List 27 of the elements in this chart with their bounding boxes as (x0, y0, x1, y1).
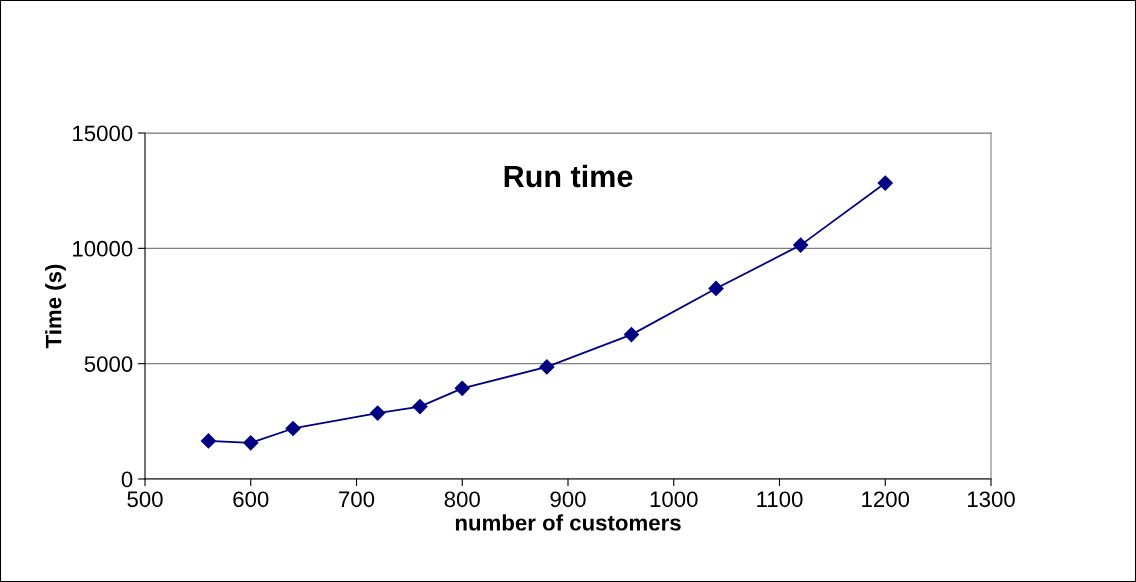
point (243, 435, 259, 451)
point (370, 405, 386, 421)
y-tick-label: 15000 (73, 125, 133, 142)
point (793, 237, 809, 253)
x-tick-label: 1000 (650, 491, 698, 508)
point (539, 359, 555, 375)
x-tick-label: 800 (444, 491, 480, 508)
x-tick-label: 1200 (862, 491, 910, 508)
y-axis-title: Time (s) (45, 264, 66, 349)
x-tick-label: 700 (339, 491, 375, 508)
y-tick-label: 5000 (84, 356, 133, 372)
point (285, 420, 301, 437)
x-tick-label: 600 (233, 491, 269, 508)
x-tick-label: 500 (127, 491, 163, 508)
text: Run time (504, 164, 633, 188)
point (200, 433, 217, 449)
x-tick-label: 900 (550, 491, 586, 508)
point (454, 380, 470, 396)
y-tick-label: 10000 (73, 240, 133, 257)
x-axis-title: number of customers (455, 514, 681, 531)
point (877, 175, 893, 191)
point (412, 399, 428, 415)
y-tick-label: 0 (121, 471, 133, 488)
point (708, 280, 724, 297)
point (623, 327, 640, 343)
x-tick-label: 1100 (757, 491, 803, 508)
x-tick-label: 1300 (967, 491, 1015, 508)
